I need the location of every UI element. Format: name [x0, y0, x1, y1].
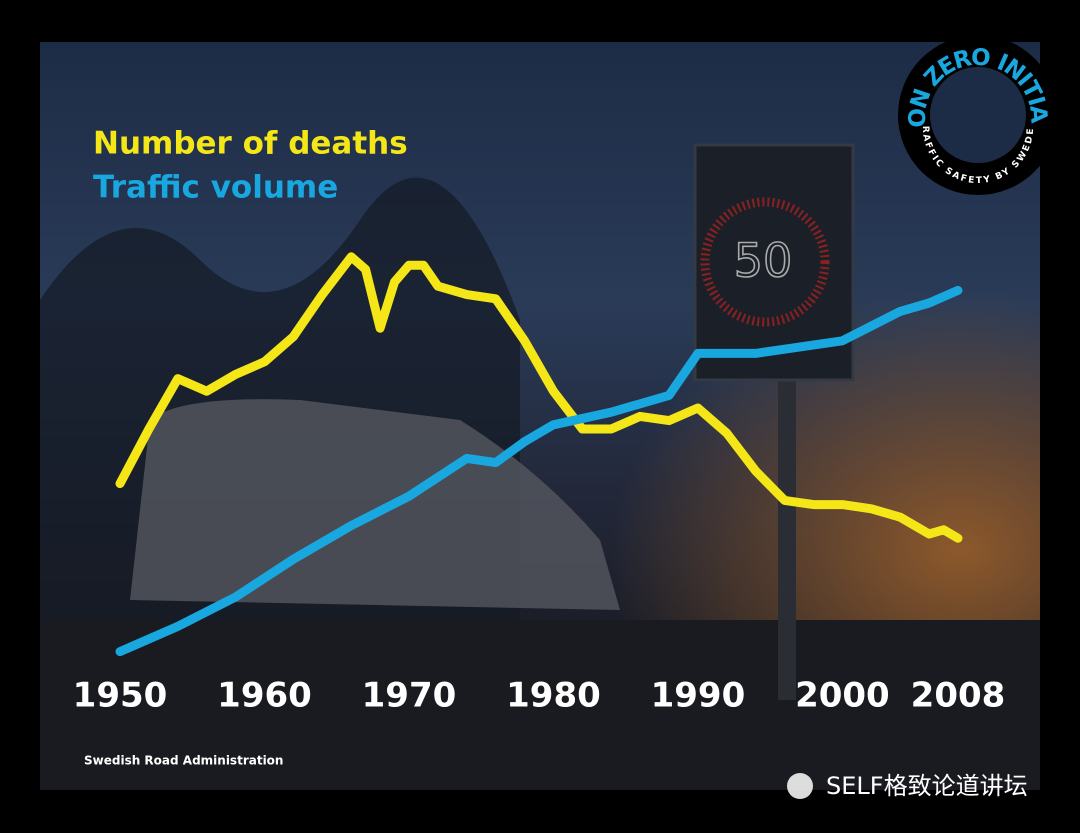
x-tick-label: 1980 — [506, 676, 601, 716]
x-tick-label: 1970 — [362, 676, 457, 716]
x-tick-label: 1990 — [651, 676, 746, 716]
x-tick-label: 2000 — [795, 676, 890, 716]
car — [130, 399, 620, 610]
sign-ring — [700, 197, 830, 327]
legend-label: Number of deaths — [93, 126, 408, 162]
logo-hole — [930, 67, 1026, 163]
x-tick-label: 1960 — [217, 676, 312, 716]
legend-label: Traffic volume — [93, 170, 338, 206]
sign-post — [778, 360, 796, 700]
x-tick-label: 2008 — [911, 676, 1006, 716]
watermark-icon — [787, 773, 813, 799]
x-tick-label: 1950 — [73, 676, 168, 716]
series-line — [115, 252, 963, 543]
sign-text: 50 — [734, 234, 793, 288]
road — [40, 620, 1040, 790]
source: Swedish Road Administration — [84, 754, 283, 768]
watermark: SELF格致论道讲坛 — [826, 772, 1028, 800]
series-line — [115, 285, 963, 657]
